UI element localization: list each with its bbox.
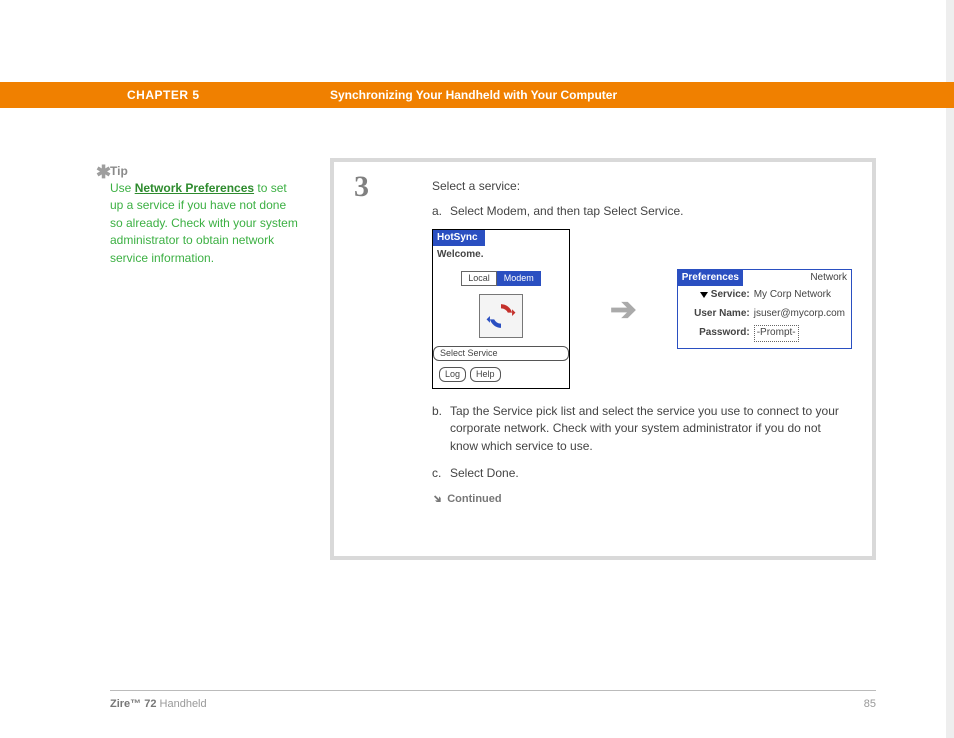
prefs-header: Preferences Network [678, 270, 851, 287]
username-row: User Name: jsuser@mycorp.com [678, 305, 851, 324]
prefs-category: Network [806, 270, 851, 287]
network-preferences-link[interactable]: Network Preferences [135, 181, 254, 195]
continued-arrow-icon: ➔ [428, 491, 446, 509]
hotsync-icon[interactable] [479, 294, 523, 338]
hotsync-title: HotSync [433, 230, 485, 247]
footer-product: Zire™ 72 Handheld [110, 698, 207, 710]
continued-marker: ➔Continued [432, 492, 852, 508]
screenshots-row: HotSync Welcome. Local Modem [432, 229, 852, 389]
page-number: 85 [864, 698, 876, 710]
prefs-title: Preferences [678, 270, 743, 287]
password-label: Password: [684, 326, 750, 341]
service-label: Service: [684, 288, 750, 303]
step-substeps: Select Modem, and then tap Select Servic… [432, 203, 852, 482]
hotsync-welcome: Welcome. [433, 246, 569, 265]
help-button[interactable]: Help [470, 367, 501, 382]
username-value[interactable]: jsuser@mycorp.com [754, 307, 845, 322]
footer-name: Handheld [156, 698, 206, 710]
username-label: User Name: [684, 307, 750, 322]
chapter-title: Synchronizing Your Handheld with Your Co… [330, 88, 617, 102]
tip-body: Use Network Preferences to set up a serv… [110, 180, 300, 267]
page-shadow [946, 0, 954, 738]
footer-brand: Zire™ 72 [110, 698, 156, 710]
password-value[interactable]: -Prompt- [754, 325, 799, 342]
substep-b: Tap the Service pick list and select the… [432, 403, 852, 455]
step-body: Select a service: Select Modem, and then… [432, 178, 852, 508]
dropdown-icon[interactable] [700, 292, 708, 298]
tip-heading: Tip [110, 164, 300, 178]
hotsync-footer: Log Help [439, 367, 501, 382]
arrow-right-icon: ➔ [610, 286, 637, 332]
tip-prefix: Use [110, 181, 135, 195]
tab-modem[interactable]: Modem [497, 271, 541, 286]
password-row: Password: -Prompt- [678, 323, 851, 344]
step-number: 3 [354, 170, 369, 204]
service-value[interactable]: My Corp Network [754, 288, 831, 303]
tip-sidebar: ✱ Tip Use Network Preferences to set up … [110, 164, 300, 267]
sync-arrows-icon [484, 299, 518, 333]
step-intro: Select a service: [432, 178, 852, 195]
hotsync-screenshot: HotSync Welcome. Local Modem [432, 229, 570, 389]
chapter-header: CHAPTER 5 Synchronizing Your Handheld wi… [0, 82, 954, 108]
service-row: Service: My Corp Network [678, 286, 851, 305]
substep-a: Select Modem, and then tap Select Servic… [432, 203, 852, 388]
substep-c: Select Done. [432, 465, 852, 482]
tab-local[interactable]: Local [461, 271, 497, 286]
log-button[interactable]: Log [439, 367, 466, 382]
chapter-label: CHAPTER 5 [127, 88, 200, 102]
select-service-button[interactable]: Select Service [433, 346, 569, 361]
footer-divider [110, 690, 876, 691]
hotsync-tabs: Local Modem [433, 271, 569, 286]
step-3-panel: 3 Select a service: Select Modem, and th… [330, 158, 876, 560]
substep-a-text: Select Modem, and then tap Select Servic… [450, 204, 683, 218]
asterisk-icon: ✱ [96, 162, 111, 183]
continued-text: Continued [447, 493, 501, 505]
preferences-screenshot: Preferences Network Service: My Corp Net… [677, 269, 852, 349]
